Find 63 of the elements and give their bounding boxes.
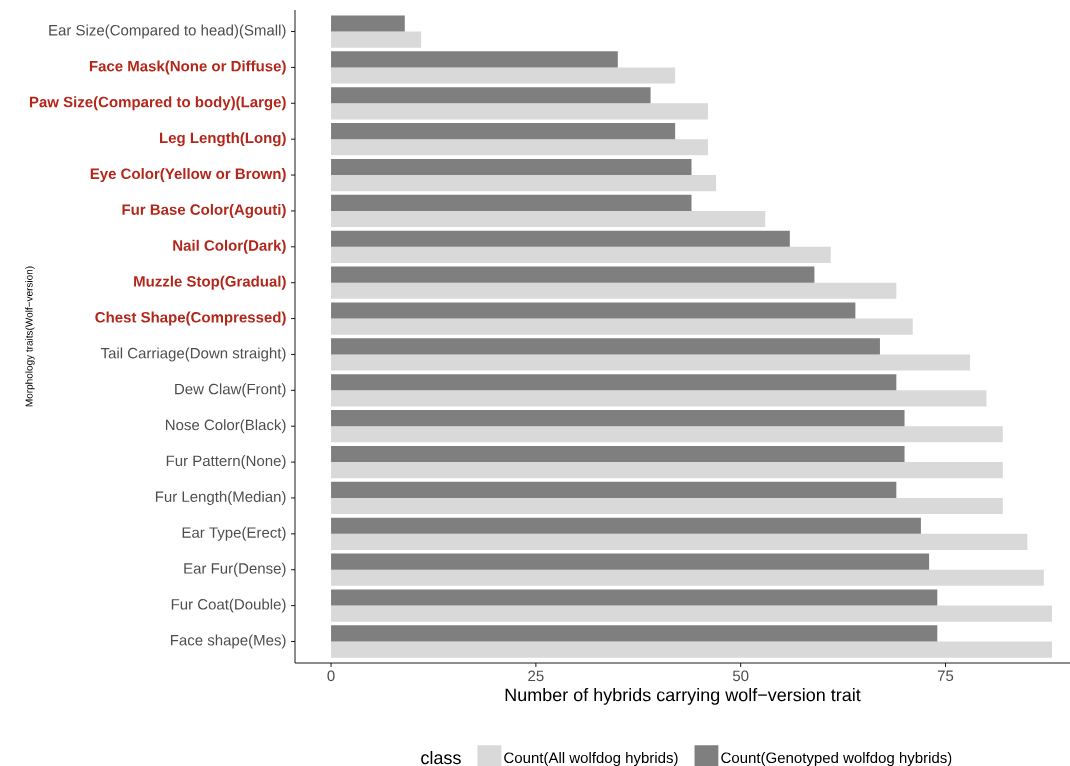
x-tick-label: 0 — [327, 670, 335, 682]
y-tick-label: Leg Length(Long) — [160, 132, 286, 147]
bar — [331, 533, 1028, 550]
bar — [331, 569, 1044, 586]
y-tick-label: Nose Color(Black) — [165, 419, 286, 434]
y-tick-label: Ear Fur(Dense) — [184, 562, 286, 577]
bar — [331, 589, 938, 606]
bar — [331, 641, 1052, 658]
bar — [331, 410, 905, 427]
bar — [331, 462, 1003, 479]
y-tick-label: Face Mask(None or Diffuse) — [89, 60, 286, 75]
bar — [331, 374, 897, 391]
bar — [331, 103, 708, 120]
y-tick-label: Eye Color(Yellow or Brown) — [90, 168, 286, 183]
bar — [331, 338, 880, 355]
y-tick-label: Nail Color(Dark) — [173, 239, 286, 254]
y-tick-label: Face shape(Mes) — [170, 634, 286, 649]
bar — [331, 517, 921, 534]
x-axis-title: Number of hybrids carrying wolf−version trait — [505, 688, 861, 705]
bar — [331, 246, 831, 263]
y-tick-label: Muzzle Stop(Gradual) — [134, 275, 286, 290]
bar — [331, 15, 405, 32]
y-tick-label: Ear Type(Erect) — [182, 526, 286, 541]
legend-title: class — [421, 750, 461, 765]
legend-label: Count(Genotyped wolfdog hybrids) — [721, 752, 952, 766]
legend-label: Count(All wolfdog hybrids) — [504, 752, 678, 766]
y-tick-label: Ear Size(Compared to head)(Small) — [49, 24, 286, 39]
y-tick-label: Paw Size(Compared to body)(Large) — [29, 96, 286, 111]
bar — [331, 625, 938, 642]
bar — [331, 553, 930, 570]
bar — [331, 605, 1052, 622]
bar — [331, 123, 676, 140]
bar — [331, 481, 897, 498]
y-tick-label: Fur Coat(Double) — [171, 598, 286, 613]
bar — [331, 426, 1003, 443]
bar — [331, 210, 766, 228]
bar — [331, 318, 913, 335]
bar — [331, 230, 790, 247]
y-tick-label: Dew Claw(Front) — [175, 383, 286, 398]
bar — [331, 354, 971, 371]
bar — [331, 175, 717, 192]
bar — [331, 194, 692, 211]
y-tick-label: Chest Shape(Compressed) — [95, 311, 286, 326]
bar — [331, 67, 676, 84]
bar — [331, 31, 422, 48]
x-tick-label: 75 — [937, 670, 954, 681]
bar — [331, 87, 651, 104]
y-tick-label: Fur Length(Median) — [155, 490, 286, 505]
bar — [331, 139, 708, 156]
bar — [331, 282, 897, 299]
y-tick-label: Fur Base Color(Agouti) — [122, 203, 286, 218]
x-tick-label: 50 — [732, 670, 749, 682]
bar — [331, 497, 1003, 515]
bar — [331, 266, 815, 283]
bar — [331, 51, 618, 68]
bar — [331, 390, 987, 407]
bar — [331, 158, 692, 176]
y-tick-label: Tail Carriage(Down straight) — [100, 347, 286, 362]
y-tick-label: Fur Pattern(None) — [166, 455, 286, 470]
x-tick-label: 25 — [528, 670, 544, 682]
bar — [331, 302, 856, 319]
y-axis-title: Morphology traits(Wolf−version) — [25, 266, 35, 407]
bar — [331, 445, 905, 463]
